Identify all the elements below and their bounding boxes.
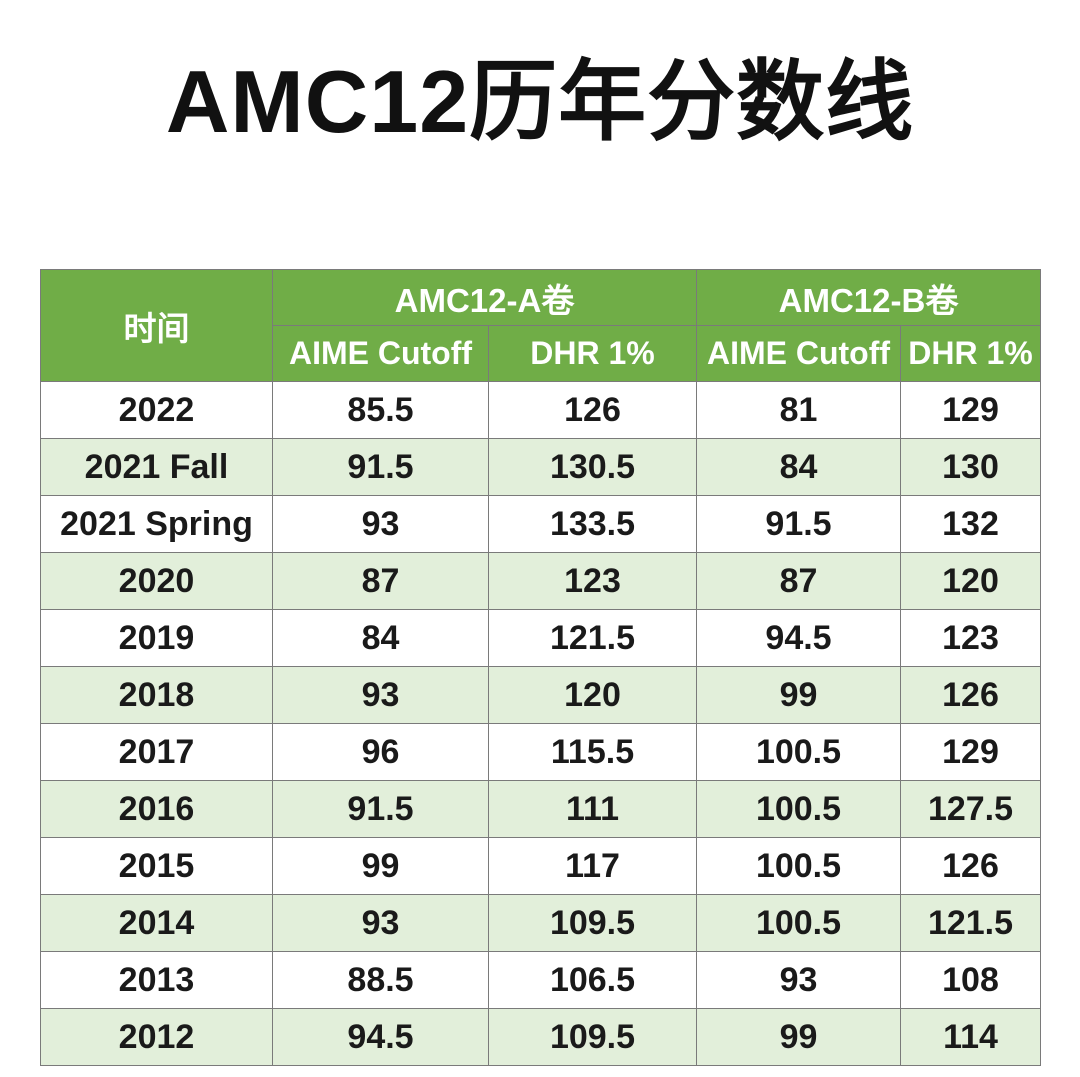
page-title: AMC12历年分数线 [165, 52, 915, 151]
year-cell: 2018 [40, 666, 273, 724]
a-aime-cutoff-cell: 96 [272, 723, 489, 781]
year-cell: 2012 [40, 1008, 273, 1066]
b-aime-cutoff-cell: 93 [696, 951, 901, 1009]
b-aime-cutoff-cell: 81 [696, 381, 901, 439]
table-row: 2020 87 123 87 120 [40, 552, 1041, 610]
a-dhr-cell: 130.5 [488, 438, 697, 496]
year-cell: 2017 [40, 723, 273, 781]
b-dhr-cell: 129 [900, 381, 1041, 439]
year-cell: 2019 [40, 609, 273, 667]
a-aime-cutoff-cell: 91.5 [272, 780, 489, 838]
a-dhr-cell: 106.5 [488, 951, 697, 1009]
b-aime-cutoff-cell: 100.5 [696, 723, 901, 781]
table-row: 2014 93 109.5 100.5 121.5 [40, 894, 1041, 952]
year-cell: 2020 [40, 552, 273, 610]
a-aime-cutoff-header: AIME Cutoff [272, 325, 489, 382]
b-aime-cutoff-cell: 99 [696, 1008, 901, 1066]
a-aime-cutoff-cell: 93 [272, 666, 489, 724]
year-cell: 2021 Fall [40, 438, 273, 496]
table-row: 2013 88.5 106.5 93 108 [40, 951, 1041, 1009]
year-cell: 2014 [40, 894, 273, 952]
a-dhr-header: DHR 1% [488, 325, 697, 382]
year-cell: 2013 [40, 951, 273, 1009]
table-row: 2021 Fall 91.5 130.5 84 130 [40, 438, 1041, 496]
b-aime-cutoff-cell: 100.5 [696, 837, 901, 895]
time-header: 时间 [40, 269, 273, 382]
a-aime-cutoff-cell: 85.5 [272, 381, 489, 439]
a-dhr-cell: 115.5 [488, 723, 697, 781]
b-dhr-cell: 127.5 [900, 780, 1041, 838]
b-dhr-cell: 132 [900, 495, 1041, 553]
score-table: 时间 AMC12-A卷 AMC12-B卷 AIME Cutoff DHR 1% … [40, 269, 1041, 1066]
a-aime-cutoff-cell: 87 [272, 552, 489, 610]
b-dhr-cell: 108 [900, 951, 1041, 1009]
a-dhr-cell: 123 [488, 552, 697, 610]
b-aime-cutoff-cell: 91.5 [696, 495, 901, 553]
table-row: 2015 99 117 100.5 126 [40, 837, 1041, 895]
year-cell: 2022 [40, 381, 273, 439]
a-aime-cutoff-cell: 93 [272, 894, 489, 952]
a-aime-cutoff-cell: 99 [272, 837, 489, 895]
table-row: 2012 94.5 109.5 99 114 [40, 1008, 1041, 1066]
b-dhr-cell: 114 [900, 1008, 1041, 1066]
a-dhr-cell: 109.5 [488, 1008, 697, 1066]
b-aime-cutoff-cell: 87 [696, 552, 901, 610]
table-row: 2017 96 115.5 100.5 129 [40, 723, 1041, 781]
a-aime-cutoff-cell: 84 [272, 609, 489, 667]
table-row: 2019 84 121.5 94.5 123 [40, 609, 1041, 667]
year-cell: 2015 [40, 837, 273, 895]
a-dhr-cell: 133.5 [488, 495, 697, 553]
a-dhr-cell: 109.5 [488, 894, 697, 952]
a-dhr-cell: 121.5 [488, 609, 697, 667]
a-dhr-cell: 117 [488, 837, 697, 895]
a-dhr-cell: 126 [488, 381, 697, 439]
b-aime-cutoff-cell: 99 [696, 666, 901, 724]
table-row: 2018 93 120 99 126 [40, 666, 1041, 724]
b-dhr-cell: 123 [900, 609, 1041, 667]
table-row: 2016 91.5 111 100.5 127.5 [40, 780, 1041, 838]
a-aime-cutoff-cell: 88.5 [272, 951, 489, 1009]
b-dhr-cell: 120 [900, 552, 1041, 610]
b-aime-cutoff-cell: 94.5 [696, 609, 901, 667]
b-aime-cutoff-cell: 84 [696, 438, 901, 496]
group-b-header: AMC12-B卷 [696, 269, 1041, 326]
group-a-header: AMC12-A卷 [272, 269, 697, 326]
b-dhr-cell: 126 [900, 837, 1041, 895]
b-dhr-cell: 129 [900, 723, 1041, 781]
a-aime-cutoff-cell: 93 [272, 495, 489, 553]
year-cell: 2021 Spring [40, 495, 273, 553]
table-row: 2021 Spring 93 133.5 91.5 132 [40, 495, 1041, 553]
b-dhr-header: DHR 1% [900, 325, 1041, 382]
b-aime-cutoff-cell: 100.5 [696, 894, 901, 952]
b-aime-cutoff-cell: 100.5 [696, 780, 901, 838]
a-aime-cutoff-cell: 94.5 [272, 1008, 489, 1066]
a-aime-cutoff-cell: 91.5 [272, 438, 489, 496]
table-row: 2022 85.5 126 81 129 [40, 381, 1041, 439]
a-dhr-cell: 111 [488, 780, 697, 838]
b-dhr-cell: 126 [900, 666, 1041, 724]
year-cell: 2016 [40, 780, 273, 838]
b-dhr-cell: 121.5 [900, 894, 1041, 952]
a-dhr-cell: 120 [488, 666, 697, 724]
b-aime-cutoff-header: AIME Cutoff [696, 325, 901, 382]
b-dhr-cell: 130 [900, 438, 1041, 496]
